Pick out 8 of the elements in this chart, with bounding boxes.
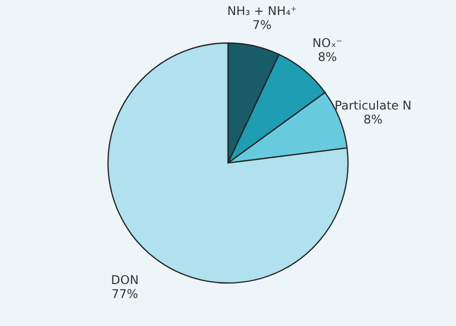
slice-label: Particulate N (334, 98, 412, 113)
slice-label: NOₓ⁻ (312, 36, 342, 50)
slice-label: NH₃ + NH₄⁺ (227, 4, 297, 18)
data-label: 77% (112, 287, 138, 302)
data-label: 8% (318, 50, 337, 64)
slice-label: DON (111, 273, 139, 288)
data-label: 8% (364, 112, 383, 127)
data-label: 7% (252, 18, 272, 32)
